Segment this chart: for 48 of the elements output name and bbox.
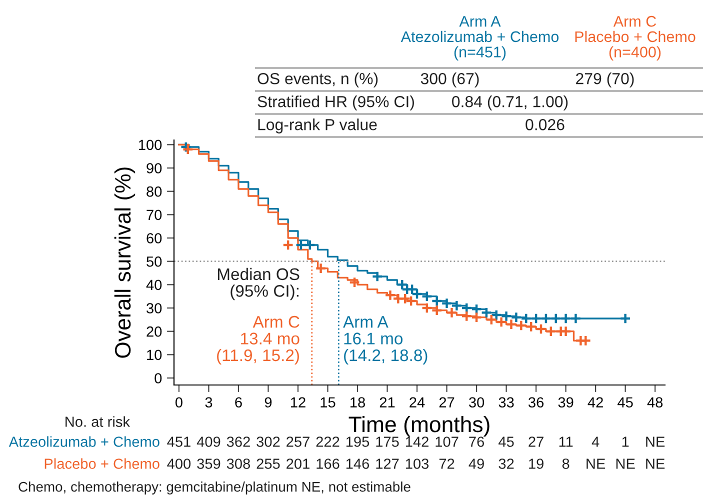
x-tick-label: 45: [618, 397, 633, 408]
text: Log-rank P value: [258, 118, 377, 134]
y-tick-label: 40: [146, 280, 162, 290]
x-tick-label: 42: [588, 397, 603, 408]
text: Atzeolizumab + Chemo: [8, 436, 160, 447]
text: 451 409 362 302 257 222 195 175 142 107 76 45 27 11 4 1 NE: [167, 436, 665, 447]
x-tick-label: 3: [205, 397, 212, 408]
x-tick-label: 36: [528, 397, 544, 408]
x-tick-label: 48: [647, 397, 663, 408]
text: No. at risk: [66, 416, 130, 427]
x-tick-label: 9: [264, 397, 272, 408]
text: 279 (70): [576, 72, 634, 88]
y-tick-label: 10: [147, 350, 162, 360]
text: Arm A Atezolizumab + Chemo (n=451): [400, 16, 559, 60]
text: OS events, n (%): [258, 72, 378, 88]
annotation: Arm A 16.1 mo (14.2, 18.8): [343, 316, 428, 365]
y-tick-label: 80: [146, 186, 162, 197]
x-tick-label: 27: [439, 397, 454, 408]
y-tick-label: 0: [154, 373, 162, 384]
text: Stratified HR (95% CI): [258, 96, 414, 110]
y-tick-label: 90: [146, 163, 162, 174]
x-axis-title: Time (months): [348, 416, 490, 437]
text: Chemo, chemotherapy: gemcitabine/platinum NE, not estimable: [18, 482, 410, 494]
text: Arm C Placebo + Chemo (n=400): [575, 16, 696, 60]
y-axis-title: Overall survival (%): [114, 168, 136, 358]
x-tick-label: 0: [175, 397, 182, 408]
y-tick-label: 70: [146, 210, 162, 220]
y-tick-label: 100: [138, 140, 162, 150]
text: 400 359 308 255 201 166 146 127 103 72 49 32 19 8 NE NE NE: [167, 458, 665, 469]
text: Placebo + Chemo: [44, 458, 160, 469]
text: 0.026: [526, 118, 564, 130]
x-tick-label: 30: [468, 397, 484, 408]
x-tick-label: 21: [380, 397, 395, 408]
x-tick-label: 15: [320, 397, 336, 408]
y-tick-label: 30: [146, 303, 162, 314]
x-tick-label: 33: [498, 397, 514, 408]
x-tick-label: 12: [290, 397, 306, 408]
annotation: Arm C 13.4 mo (11.9, 15.2): [217, 316, 300, 365]
text: 0.84 (0.71, 1.00): [452, 96, 568, 110]
x-tick-label: 24: [410, 397, 425, 408]
text: 300 (67): [420, 72, 479, 88]
y-tick-label: 20: [146, 326, 162, 337]
x-tick-label: 39: [558, 397, 574, 408]
annotation: Median OS (95% CI):: [218, 268, 300, 300]
y-tick-label: 60: [146, 233, 162, 244]
x-tick-label: 18: [350, 397, 365, 408]
x-tick-label: 6: [235, 397, 242, 408]
y-tick-label: 50: [146, 256, 162, 267]
